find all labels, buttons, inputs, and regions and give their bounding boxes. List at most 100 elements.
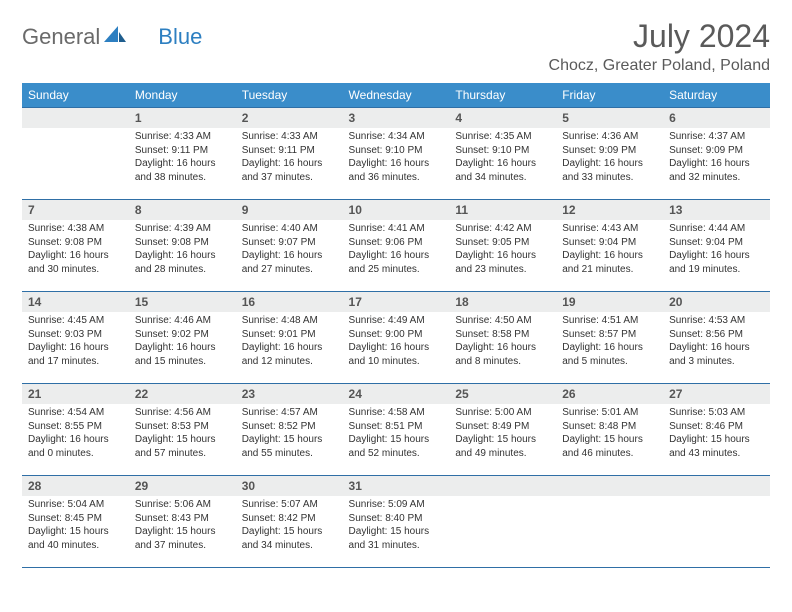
sunrise-text: Sunrise: 4:33 AM xyxy=(135,130,230,144)
calendar-cell: 3Sunrise: 4:34 AMSunset: 9:10 PMDaylight… xyxy=(343,108,450,200)
calendar-cell: 30Sunrise: 5:07 AMSunset: 8:42 PMDayligh… xyxy=(236,476,343,568)
day-details: Sunrise: 4:58 AMSunset: 8:51 PMDaylight:… xyxy=(343,404,450,466)
day-details: Sunrise: 4:48 AMSunset: 9:01 PMDaylight:… xyxy=(236,312,343,374)
day-number: 18 xyxy=(449,292,556,312)
day-details: Sunrise: 4:39 AMSunset: 9:08 PMDaylight:… xyxy=(129,220,236,282)
daylight-text: Daylight: 15 hours and 49 minutes. xyxy=(455,433,550,460)
calendar-cell: 12Sunrise: 4:43 AMSunset: 9:04 PMDayligh… xyxy=(556,200,663,292)
day-number: 27 xyxy=(663,384,770,404)
calendar-cell: 21Sunrise: 4:54 AMSunset: 8:55 PMDayligh… xyxy=(22,384,129,476)
sunrise-text: Sunrise: 4:54 AM xyxy=(28,406,123,420)
sunset-text: Sunset: 9:09 PM xyxy=(669,144,764,158)
calendar-cell: 15Sunrise: 4:46 AMSunset: 9:02 PMDayligh… xyxy=(129,292,236,384)
day-header: Thursday xyxy=(449,83,556,108)
day-number: 29 xyxy=(129,476,236,496)
sunrise-text: Sunrise: 4:34 AM xyxy=(349,130,444,144)
day-details: Sunrise: 4:38 AMSunset: 9:08 PMDaylight:… xyxy=(22,220,129,282)
daylight-text: Daylight: 16 hours and 34 minutes. xyxy=(455,157,550,184)
sunrise-text: Sunrise: 5:07 AM xyxy=(242,498,337,512)
day-header: Friday xyxy=(556,83,663,108)
day-details: Sunrise: 4:33 AMSunset: 9:11 PMDaylight:… xyxy=(236,128,343,190)
daylight-text: Daylight: 16 hours and 38 minutes. xyxy=(135,157,230,184)
sunrise-text: Sunrise: 5:04 AM xyxy=(28,498,123,512)
daylight-text: Daylight: 15 hours and 34 minutes. xyxy=(242,525,337,552)
day-details: Sunrise: 5:07 AMSunset: 8:42 PMDaylight:… xyxy=(236,496,343,558)
day-details: Sunrise: 4:41 AMSunset: 9:06 PMDaylight:… xyxy=(343,220,450,282)
sunrise-text: Sunrise: 4:48 AM xyxy=(242,314,337,328)
day-number xyxy=(449,476,556,496)
day-details: Sunrise: 4:54 AMSunset: 8:55 PMDaylight:… xyxy=(22,404,129,466)
sunset-text: Sunset: 9:09 PM xyxy=(562,144,657,158)
location-text: Chocz, Greater Poland, Poland xyxy=(549,57,770,75)
sunset-text: Sunset: 9:07 PM xyxy=(242,236,337,250)
page-header: General Blue July 2024 Chocz, Greater Po… xyxy=(22,18,770,75)
sunset-text: Sunset: 8:56 PM xyxy=(669,328,764,342)
calendar-cell: 8Sunrise: 4:39 AMSunset: 9:08 PMDaylight… xyxy=(129,200,236,292)
day-header: Monday xyxy=(129,83,236,108)
day-header: Saturday xyxy=(663,83,770,108)
day-number: 11 xyxy=(449,200,556,220)
day-number: 8 xyxy=(129,200,236,220)
sunrise-text: Sunrise: 4:44 AM xyxy=(669,222,764,236)
day-details: Sunrise: 4:53 AMSunset: 8:56 PMDaylight:… xyxy=(663,312,770,374)
day-details: Sunrise: 4:40 AMSunset: 9:07 PMDaylight:… xyxy=(236,220,343,282)
day-details: Sunrise: 5:09 AMSunset: 8:40 PMDaylight:… xyxy=(343,496,450,558)
sunrise-text: Sunrise: 4:53 AM xyxy=(669,314,764,328)
calendar-cell: 9Sunrise: 4:40 AMSunset: 9:07 PMDaylight… xyxy=(236,200,343,292)
title-block: July 2024 Chocz, Greater Poland, Poland xyxy=(549,18,770,75)
daylight-text: Daylight: 15 hours and 46 minutes. xyxy=(562,433,657,460)
daylight-text: Daylight: 15 hours and 40 minutes. xyxy=(28,525,123,552)
calendar-head: SundayMondayTuesdayWednesdayThursdayFrid… xyxy=(22,83,770,108)
sunrise-text: Sunrise: 4:45 AM xyxy=(28,314,123,328)
day-details: Sunrise: 4:57 AMSunset: 8:52 PMDaylight:… xyxy=(236,404,343,466)
daylight-text: Daylight: 16 hours and 10 minutes. xyxy=(349,341,444,368)
sunrise-text: Sunrise: 5:09 AM xyxy=(349,498,444,512)
daylight-text: Daylight: 16 hours and 12 minutes. xyxy=(242,341,337,368)
daylight-text: Daylight: 16 hours and 37 minutes. xyxy=(242,157,337,184)
logo: General Blue xyxy=(22,18,202,50)
calendar-cell: 16Sunrise: 4:48 AMSunset: 9:01 PMDayligh… xyxy=(236,292,343,384)
sunset-text: Sunset: 8:48 PM xyxy=(562,420,657,434)
calendar-cell: 5Sunrise: 4:36 AMSunset: 9:09 PMDaylight… xyxy=(556,108,663,200)
sunset-text: Sunset: 9:11 PM xyxy=(135,144,230,158)
sunset-text: Sunset: 8:42 PM xyxy=(242,512,337,526)
calendar-cell: 22Sunrise: 4:56 AMSunset: 8:53 PMDayligh… xyxy=(129,384,236,476)
logo-text-general: General xyxy=(22,24,100,50)
sunset-text: Sunset: 9:11 PM xyxy=(242,144,337,158)
sunset-text: Sunset: 8:43 PM xyxy=(135,512,230,526)
daylight-text: Daylight: 15 hours and 37 minutes. xyxy=(135,525,230,552)
daylight-text: Daylight: 16 hours and 5 minutes. xyxy=(562,341,657,368)
sunrise-text: Sunrise: 4:33 AM xyxy=(242,130,337,144)
calendar-cell: 28Sunrise: 5:04 AMSunset: 8:45 PMDayligh… xyxy=(22,476,129,568)
day-number: 7 xyxy=(22,200,129,220)
calendar-cell: 25Sunrise: 5:00 AMSunset: 8:49 PMDayligh… xyxy=(449,384,556,476)
calendar-cell xyxy=(663,476,770,568)
daylight-text: Daylight: 15 hours and 57 minutes. xyxy=(135,433,230,460)
daylight-text: Daylight: 15 hours and 52 minutes. xyxy=(349,433,444,460)
daylight-text: Daylight: 15 hours and 31 minutes. xyxy=(349,525,444,552)
daylight-text: Daylight: 15 hours and 43 minutes. xyxy=(669,433,764,460)
month-title: July 2024 xyxy=(549,18,770,55)
sunset-text: Sunset: 8:55 PM xyxy=(28,420,123,434)
daylight-text: Daylight: 15 hours and 55 minutes. xyxy=(242,433,337,460)
day-number: 6 xyxy=(663,108,770,128)
calendar-cell: 26Sunrise: 5:01 AMSunset: 8:48 PMDayligh… xyxy=(556,384,663,476)
sunset-text: Sunset: 9:01 PM xyxy=(242,328,337,342)
day-header: Tuesday xyxy=(236,83,343,108)
sunrise-text: Sunrise: 4:56 AM xyxy=(135,406,230,420)
sunrise-text: Sunrise: 4:50 AM xyxy=(455,314,550,328)
sunrise-text: Sunrise: 4:46 AM xyxy=(135,314,230,328)
day-number: 23 xyxy=(236,384,343,404)
day-number: 31 xyxy=(343,476,450,496)
calendar-week: 21Sunrise: 4:54 AMSunset: 8:55 PMDayligh… xyxy=(22,384,770,476)
sunset-text: Sunset: 9:10 PM xyxy=(349,144,444,158)
sunset-text: Sunset: 9:08 PM xyxy=(28,236,123,250)
calendar-cell: 14Sunrise: 4:45 AMSunset: 9:03 PMDayligh… xyxy=(22,292,129,384)
daylight-text: Daylight: 16 hours and 15 minutes. xyxy=(135,341,230,368)
day-details: Sunrise: 4:34 AMSunset: 9:10 PMDaylight:… xyxy=(343,128,450,190)
sunrise-text: Sunrise: 4:38 AM xyxy=(28,222,123,236)
calendar-week: 7Sunrise: 4:38 AMSunset: 9:08 PMDaylight… xyxy=(22,200,770,292)
day-number: 15 xyxy=(129,292,236,312)
calendar-cell xyxy=(22,108,129,200)
sunrise-text: Sunrise: 5:06 AM xyxy=(135,498,230,512)
